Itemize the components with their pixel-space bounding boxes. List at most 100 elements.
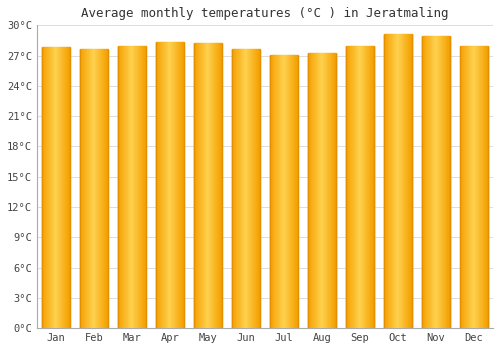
Bar	[472, 47, 474, 328]
Bar	[388, 34, 390, 328]
Bar	[101, 49, 102, 328]
Bar	[312, 52, 314, 328]
Bar	[131, 47, 132, 328]
Bar	[350, 47, 352, 328]
Bar	[83, 49, 84, 328]
Bar	[210, 43, 211, 328]
Bar	[358, 47, 360, 328]
Bar	[157, 42, 158, 328]
Bar	[249, 49, 250, 328]
Bar	[61, 48, 62, 328]
Bar	[365, 47, 366, 328]
Bar	[356, 47, 357, 328]
Bar	[44, 48, 45, 328]
Bar	[428, 36, 429, 328]
Bar	[194, 43, 195, 328]
Bar	[334, 52, 335, 328]
Bar	[330, 52, 331, 328]
Bar	[98, 49, 99, 328]
Bar	[461, 47, 462, 328]
Bar	[90, 49, 91, 328]
Bar	[122, 47, 124, 328]
Bar	[46, 48, 48, 328]
Bar	[308, 52, 309, 328]
Bar	[243, 49, 244, 328]
Bar	[470, 47, 471, 328]
Bar	[53, 48, 54, 328]
Bar	[56, 48, 57, 328]
Bar	[482, 47, 484, 328]
Bar	[164, 42, 165, 328]
Bar	[60, 48, 61, 328]
Bar	[259, 49, 260, 328]
Bar	[105, 49, 106, 328]
Bar	[439, 36, 440, 328]
Bar	[220, 43, 222, 328]
Bar	[475, 47, 476, 328]
Bar	[137, 47, 138, 328]
Bar	[81, 49, 82, 328]
Bar	[102, 49, 103, 328]
Bar	[246, 49, 248, 328]
Bar	[320, 52, 321, 328]
Bar	[406, 34, 408, 328]
Bar	[200, 43, 201, 328]
Bar	[321, 52, 322, 328]
Bar	[442, 36, 443, 328]
Bar	[211, 43, 212, 328]
Bar	[325, 52, 326, 328]
Bar	[252, 49, 253, 328]
Bar	[245, 49, 246, 328]
Bar	[67, 48, 68, 328]
Bar	[281, 55, 282, 328]
Bar	[43, 48, 44, 328]
Bar	[182, 42, 184, 328]
Bar	[486, 47, 487, 328]
Bar	[126, 47, 127, 328]
Bar	[166, 42, 167, 328]
Bar	[175, 42, 176, 328]
Bar	[250, 49, 251, 328]
Bar	[258, 49, 259, 328]
Bar	[212, 43, 213, 328]
Bar	[433, 36, 434, 328]
Bar	[297, 55, 298, 328]
Bar	[144, 47, 146, 328]
Bar	[404, 34, 405, 328]
Bar	[324, 52, 325, 328]
Bar	[440, 36, 441, 328]
Bar	[363, 47, 364, 328]
Bar	[253, 49, 254, 328]
Bar	[136, 47, 137, 328]
Bar	[57, 48, 58, 328]
Bar	[487, 47, 488, 328]
Bar	[386, 34, 388, 328]
Title: Average monthly temperatures (°C ) in Jeratmaling: Average monthly temperatures (°C ) in Je…	[81, 7, 448, 20]
Bar	[178, 42, 179, 328]
Bar	[360, 47, 362, 328]
Bar	[176, 42, 177, 328]
Bar	[318, 52, 319, 328]
Bar	[242, 49, 243, 328]
Bar	[319, 52, 320, 328]
Bar	[68, 48, 70, 328]
Bar	[127, 47, 128, 328]
Bar	[291, 55, 292, 328]
Bar	[478, 47, 479, 328]
Bar	[174, 42, 175, 328]
Bar	[91, 49, 92, 328]
Bar	[328, 52, 329, 328]
Bar	[255, 49, 256, 328]
Bar	[179, 42, 180, 328]
Bar	[476, 47, 477, 328]
Bar	[403, 34, 404, 328]
Bar	[48, 48, 50, 328]
Bar	[292, 55, 293, 328]
Bar	[481, 47, 482, 328]
Bar	[346, 47, 347, 328]
Bar	[400, 34, 401, 328]
Bar	[134, 47, 136, 328]
Bar	[236, 49, 238, 328]
Bar	[62, 48, 63, 328]
Bar	[170, 42, 172, 328]
